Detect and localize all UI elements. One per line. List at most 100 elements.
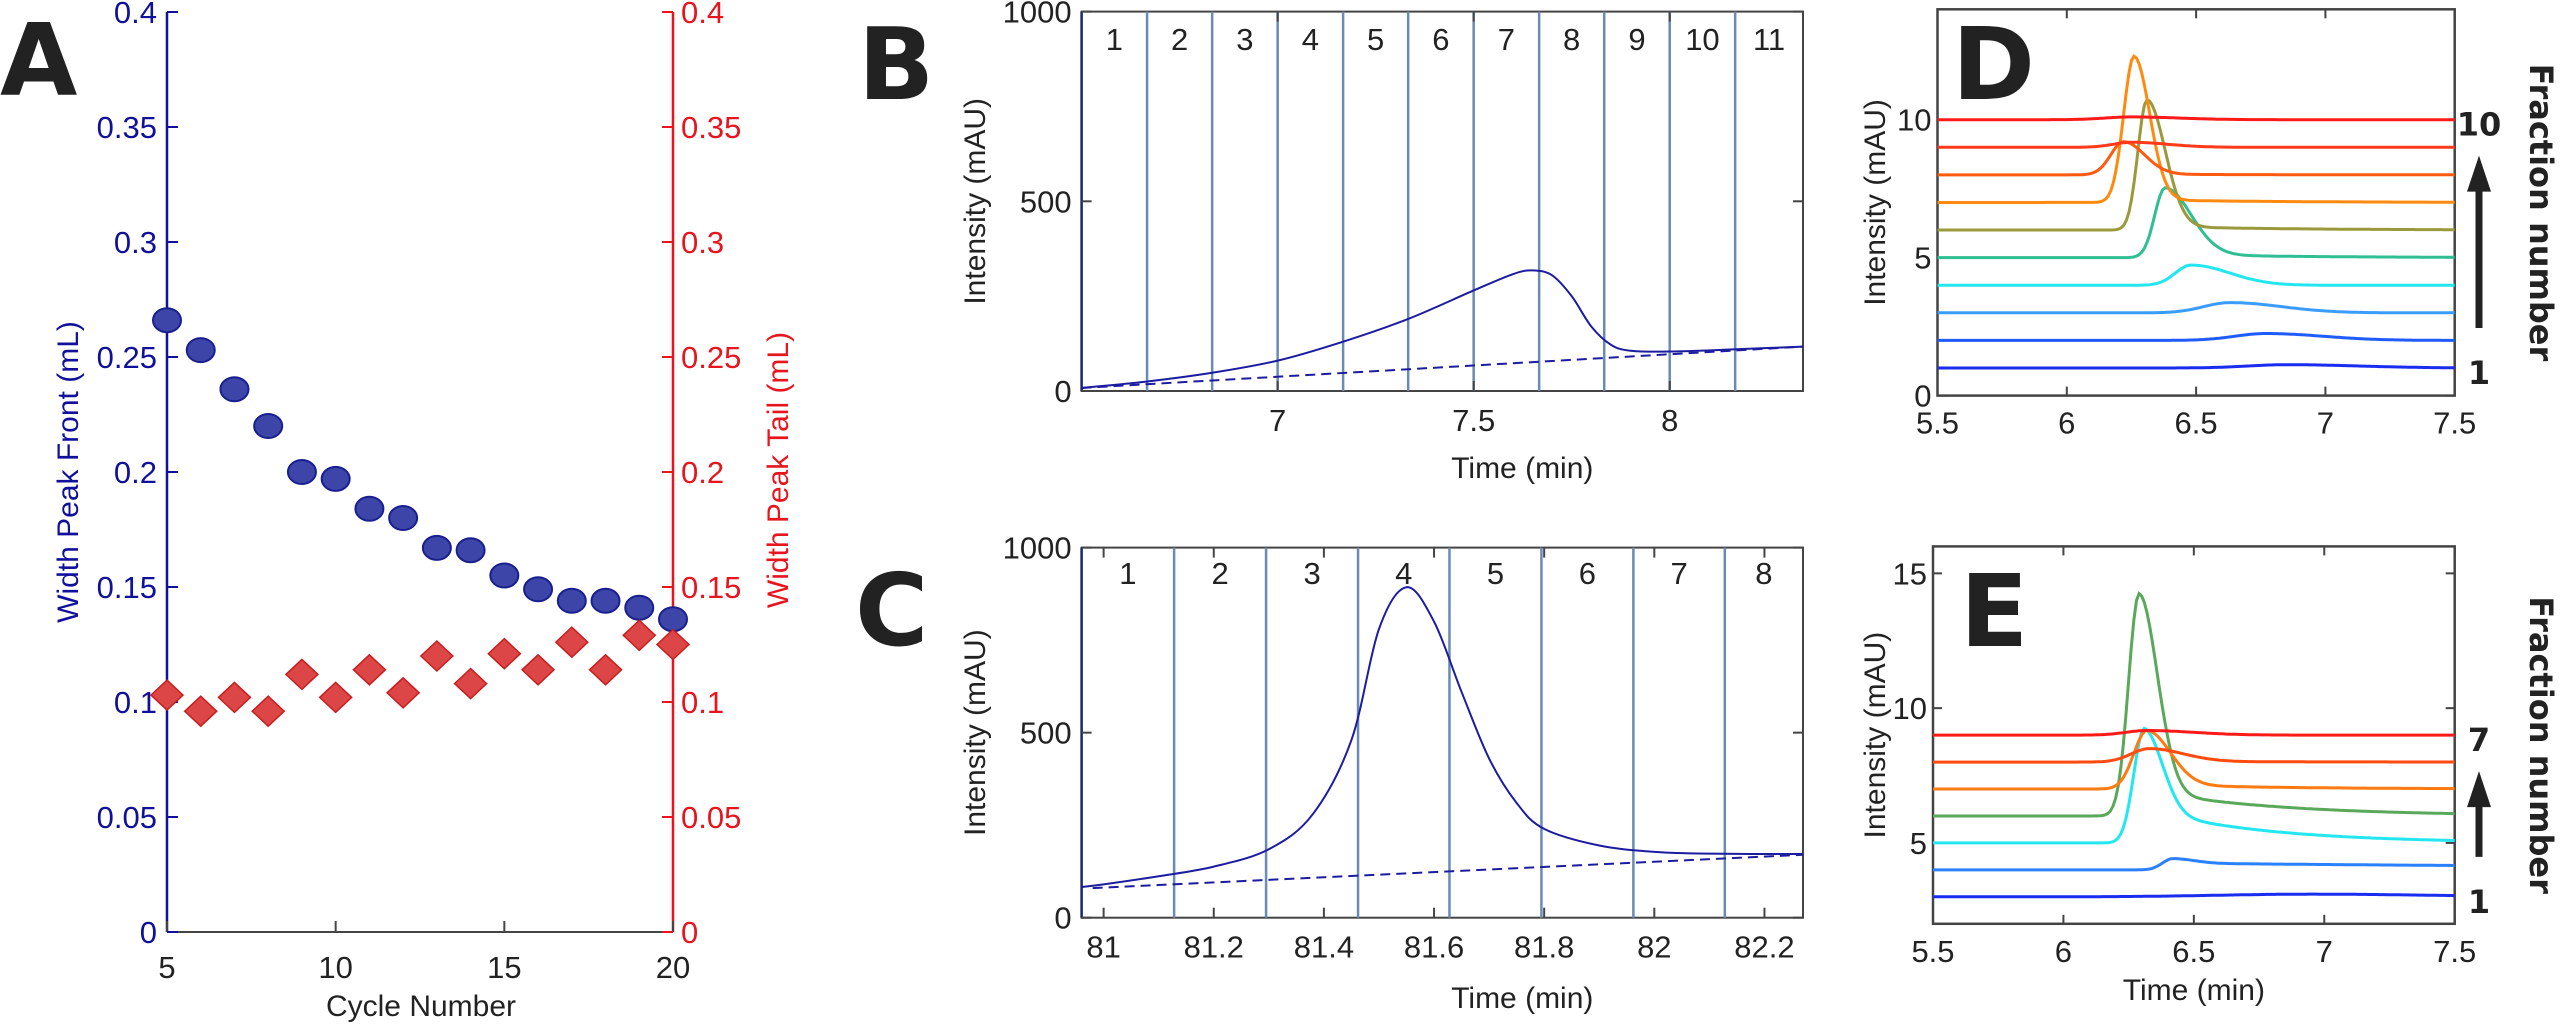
fraction-label: 7	[1498, 22, 1515, 57]
data-point-diamond	[520, 653, 556, 686]
panel-label-c: C	[855, 552, 928, 669]
y-axis-label: Intensity (mAU)	[959, 629, 992, 836]
fraction-trace-10	[1937, 115, 2455, 122]
x-tick-label: 5.5	[1911, 934, 1954, 969]
x-tick-label: 81.4	[1294, 930, 1354, 965]
x-axis-label: Time (min)	[1451, 982, 1593, 1015]
data-point-circle	[455, 537, 486, 564]
data-point-diamond	[251, 695, 286, 728]
fraction-label: 11	[1753, 22, 1785, 57]
data-point-diamond	[386, 676, 421, 709]
fraction-trace-3	[1933, 726, 2455, 845]
y2-tick-label: 0.05	[681, 800, 741, 835]
fraction-trace-9	[1937, 140, 2455, 149]
x-tick-label: 7.5	[2433, 406, 2476, 441]
data-point-circle	[590, 587, 621, 614]
y-tick-label: 15	[1893, 556, 1927, 591]
y-tick-label: 0.35	[97, 110, 157, 145]
x-tick-label: 7	[2316, 934, 2333, 969]
fraction-label: 1	[1119, 556, 1136, 591]
y-tick-label: 0.15	[97, 570, 157, 605]
x-tick-label: 82.2	[1734, 930, 1794, 965]
y-tick-label: 0.05	[97, 800, 157, 835]
baseline-trace	[1081, 345, 1804, 389]
x-axis-label: Cycle Number	[326, 990, 516, 1023]
data-point-diamond	[217, 681, 252, 714]
y2-axis-label: Width Peak Tail (mL)	[762, 332, 795, 608]
fraction-label: 8	[1563, 22, 1580, 57]
fraction-end-label: 10	[2457, 106, 2502, 144]
data-point-circle	[421, 534, 452, 561]
y-tick-label: 500	[1020, 716, 1072, 751]
chromatogram-trace	[1081, 269, 1804, 389]
panel-label-b: B	[858, 6, 934, 123]
data-point-circle	[320, 465, 351, 492]
x-tick-label: 7	[1269, 403, 1286, 438]
fraction-trace-4	[1937, 263, 2455, 287]
data-point-circle	[388, 505, 419, 531]
x-tick-label: 81.6	[1404, 930, 1464, 965]
x-tick-label: 6	[2058, 406, 2075, 441]
data-point-diamond	[487, 637, 522, 670]
y2-tick-label: 0.2	[681, 455, 724, 490]
arrow-up-icon	[2467, 155, 2491, 192]
y-axis-label: Width Peak Front (mL)	[52, 321, 85, 623]
x-tick-label: 7	[2317, 406, 2334, 441]
data-point-diamond	[622, 619, 657, 652]
fraction-label: 8	[1755, 556, 1772, 591]
panel-label-d: D	[1952, 6, 2035, 123]
y-tick-label: 500	[1020, 184, 1072, 219]
x-tick-label: 5.5	[1916, 406, 1959, 441]
data-point-circle	[253, 413, 284, 439]
y-tick-label: 5	[1910, 826, 1927, 861]
data-point-circle	[286, 459, 317, 485]
x-tick-label: 6.5	[2175, 406, 2218, 441]
fraction-label: 4	[1395, 556, 1412, 591]
data-point-diamond	[453, 667, 488, 700]
fraction-trace-7	[1933, 729, 2455, 737]
data-point-circle	[556, 587, 587, 614]
x-axis-label: Time (min)	[1451, 452, 1593, 485]
fraction-trace-3	[1937, 301, 2455, 315]
chart-e: 5.5 6 6.5 7 7.5 5 10 15 Intensity (mAU) Time (min…	[1859, 545, 2560, 1007]
y-tick-label: 10	[1897, 103, 1931, 138]
y2-tick-label: 0.4	[681, 0, 724, 30]
x-tick-label: 7.5	[2433, 934, 2476, 969]
y2-tick-label: 0.3	[681, 225, 724, 260]
panel-label-e: E	[1960, 553, 2028, 670]
y2-tick-label: 0.35	[681, 110, 741, 145]
x-tick-label: 15	[487, 950, 521, 985]
fraction-start-label: 1	[2468, 883, 2490, 921]
y-tick-label: 0	[1054, 901, 1071, 936]
y-tick-label: 1000	[1003, 0, 1072, 30]
fraction-label: 6	[1432, 22, 1449, 57]
fraction-trace-6	[1933, 747, 2455, 764]
data-point-diamond	[655, 628, 691, 661]
y-tick-label: 0.4	[114, 0, 157, 30]
fraction-label: 9	[1628, 22, 1645, 57]
y-tick-label: 5	[1914, 241, 1931, 276]
fraction-label: 5	[1487, 556, 1504, 591]
chart-c: 1 2 3 4 5 6 7 8 81 81.2 81.4 81.6 81.8 82 82.2 0 500 1000…	[959, 531, 1804, 1015]
y2-tick-label: 0.25	[681, 340, 741, 375]
y-tick-label: 0.3	[114, 225, 157, 260]
data-point-circle	[658, 606, 688, 633]
x-tick-label: 20	[656, 950, 690, 985]
fraction-number-label: Fraction number	[2522, 64, 2560, 362]
fraction-label: 5	[1367, 22, 1384, 57]
data-point-circle	[523, 576, 554, 603]
arrow-up-icon	[2467, 771, 2491, 808]
fraction-label: 7	[1670, 556, 1687, 591]
data-point-diamond	[352, 653, 387, 686]
x-tick-label: 81.2	[1184, 930, 1244, 965]
fraction-label: 2	[1211, 556, 1228, 591]
data-point-circle	[489, 562, 520, 589]
chart-b: 1 2 3 4 5 6 7 8 9 10 11 7 7.5 8 0 500 1000 Intensity (mAU…	[959, 0, 1804, 485]
data-point-circle	[185, 337, 216, 364]
fraction-label: 6	[1579, 556, 1596, 591]
x-tick-label: 6	[2055, 934, 2072, 969]
x-tick-label: 8	[1661, 403, 1678, 438]
fraction-trace-7	[1937, 53, 2455, 204]
